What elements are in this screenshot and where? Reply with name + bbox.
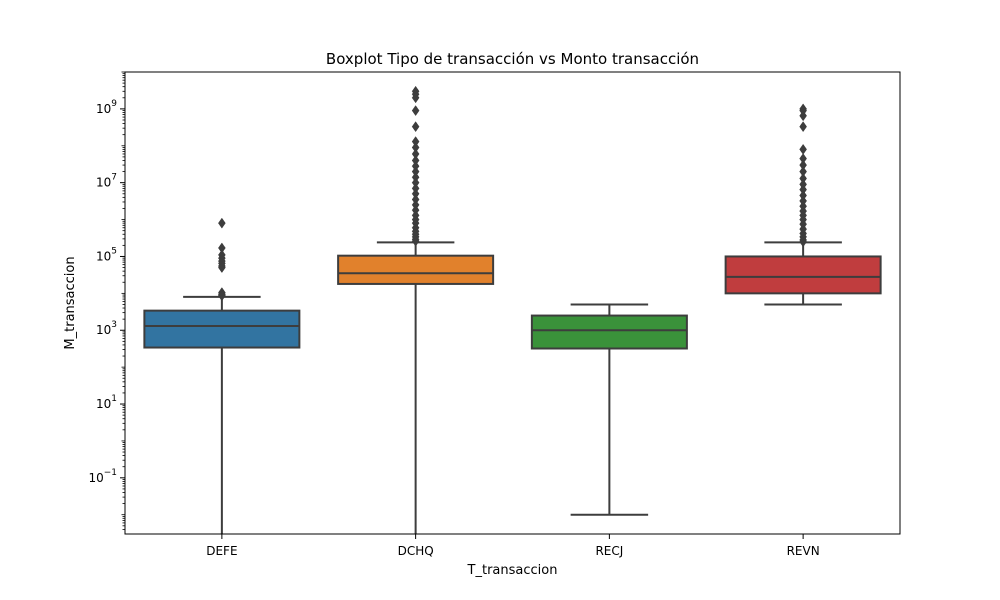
outlier-point	[218, 217, 226, 229]
outlier-point	[799, 121, 807, 133]
box-iqr	[143, 309, 301, 349]
x-axis-label: T_transaccion	[467, 563, 558, 578]
y-tick-label: 103	[96, 320, 117, 337]
x-ticks: DEFE DCHQ RECJ REVN	[206, 534, 820, 558]
outlier-point	[218, 290, 226, 302]
plot-frame	[124, 71, 901, 535]
y-ticks: 10−1 101 103 105 107 109	[88, 71, 125, 530]
boxes-layer	[143, 85, 882, 534]
outlier-point	[411, 105, 420, 117]
box-iqr	[337, 254, 495, 285]
y-tick-label: 101	[96, 394, 117, 411]
y-axis-label: M_transaccion	[63, 256, 78, 349]
outlier-point	[799, 236, 807, 248]
outlier-point	[411, 235, 420, 247]
y-tick-label: 107	[96, 173, 117, 190]
box-revn	[724, 103, 882, 306]
box-iqr	[724, 255, 882, 295]
box-recj	[530, 303, 688, 516]
plot-area	[125, 72, 900, 534]
outlier-point	[218, 262, 226, 274]
box-dchq	[337, 85, 495, 534]
x-tick-label: DEFE	[206, 544, 237, 558]
y-tick-label: 109	[96, 99, 117, 116]
box-iqr	[530, 314, 688, 350]
y-tick-label: 10−1	[88, 468, 117, 485]
chart-title: Boxplot Tipo de transacción vs Monto tra…	[326, 50, 699, 68]
x-tick-label: RECJ	[595, 544, 623, 558]
outlier-point	[411, 92, 420, 104]
box-defe	[143, 217, 301, 534]
x-tick-label: DCHQ	[398, 544, 434, 558]
outlier-point	[411, 121, 420, 133]
outlier-point	[799, 110, 807, 122]
x-tick-label: REVN	[787, 544, 820, 558]
y-tick-label: 105	[96, 246, 117, 263]
